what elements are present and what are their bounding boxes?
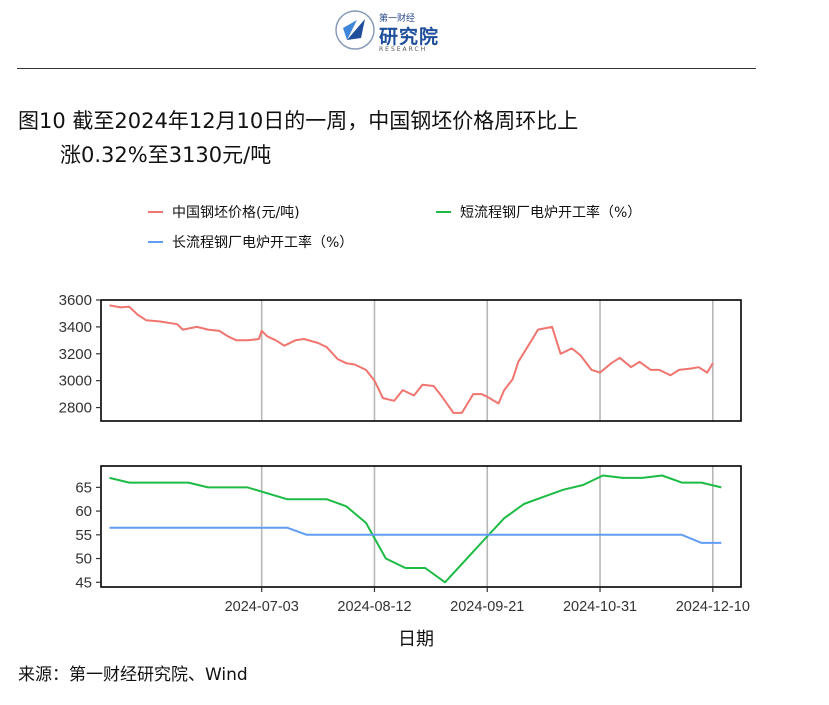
price-y-tick-label-3: 3400	[59, 319, 92, 336]
logo: 第一财经 研究院 RESEARCH	[335, 8, 455, 54]
price-y-tick-label-2: 3200	[59, 346, 92, 363]
util-y-tick-label-3: 60	[75, 503, 92, 520]
x-axis-label: 日期	[398, 629, 434, 650]
legend-label-short-process: 短流程钢厂电炉开工率（%）	[460, 205, 642, 221]
logo-icon	[335, 10, 375, 50]
logo-main-text: 研究院	[379, 26, 440, 48]
legend-swatch-billet	[148, 211, 163, 213]
util-series-line-1	[109, 526, 722, 544]
x-tick-label-1: 2024-08-12	[337, 599, 411, 615]
price-y-tick-label-4: 3600	[59, 292, 92, 309]
legend-label-long-process: 长流程钢厂电炉开工率（%）	[172, 235, 354, 251]
chart-legend: 中国钢坯价格(元/吨) 短流程钢厂电炉开工率（%） 长流程钢厂电炉开工率（%）	[148, 202, 748, 262]
legend-item-long-process: 长流程钢厂电炉开工率（%）	[148, 232, 353, 252]
legend-label-billet: 中国钢坯价格(元/吨)	[172, 205, 300, 221]
legend-item-billet-price: 中国钢坯价格(元/吨)	[148, 202, 300, 222]
legend-swatch-short-process	[436, 211, 451, 213]
price-y-tick-label-0: 2800	[59, 400, 92, 417]
util-y-tick-label-2: 55	[75, 527, 92, 544]
figure-title: 图10 截至2024年12月10日的一周，中国钢坯价格周环比上 涨0.32%至3…	[18, 104, 718, 172]
legend-swatch-long-process	[148, 241, 163, 243]
price-panel: 2800 3000 3200 3400 3600	[59, 292, 742, 422]
utilization-panel: 45 50 55 60 65 2024-07-03 2024-08-12 2024-09-21…	[75, 465, 750, 615]
util-panel-frame	[100, 465, 742, 588]
figure-title-line1: 图10 截至2024年12月10日的一周，中国钢坯价格周环比上	[18, 109, 579, 133]
price-series-line-0	[109, 304, 714, 414]
x-tick-label-0: 2024-07-03	[225, 599, 299, 615]
util-y-tick-label-0: 45	[75, 574, 92, 591]
figure-title-line2: 涨0.32%至3130元/吨	[60, 143, 272, 167]
price-y-tick-label-1: 3000	[59, 373, 92, 390]
logo-top-text: 第一财经	[379, 14, 416, 24]
chart-area: 2800 3000 3200 3400 3600 45 50 55 60 65 2024-07-0…	[59, 292, 750, 615]
source-note: 来源：第一财经研究院、Wind	[18, 665, 248, 685]
x-tick-label-2: 2024-09-21	[450, 599, 524, 615]
x-tick-label-4: 2024-12-10	[676, 599, 750, 615]
util-y-tick-label-4: 65	[75, 479, 92, 496]
header-divider	[17, 68, 756, 69]
legend-item-short-process: 短流程钢厂电炉开工率（%）	[436, 202, 641, 222]
util-y-tick-label-1: 50	[75, 551, 92, 568]
util-series-line-0	[109, 474, 722, 584]
x-tick-label-3: 2024-10-31	[563, 599, 637, 615]
price-panel-frame	[100, 299, 742, 422]
logo-sub-text: RESEARCH	[379, 46, 428, 53]
